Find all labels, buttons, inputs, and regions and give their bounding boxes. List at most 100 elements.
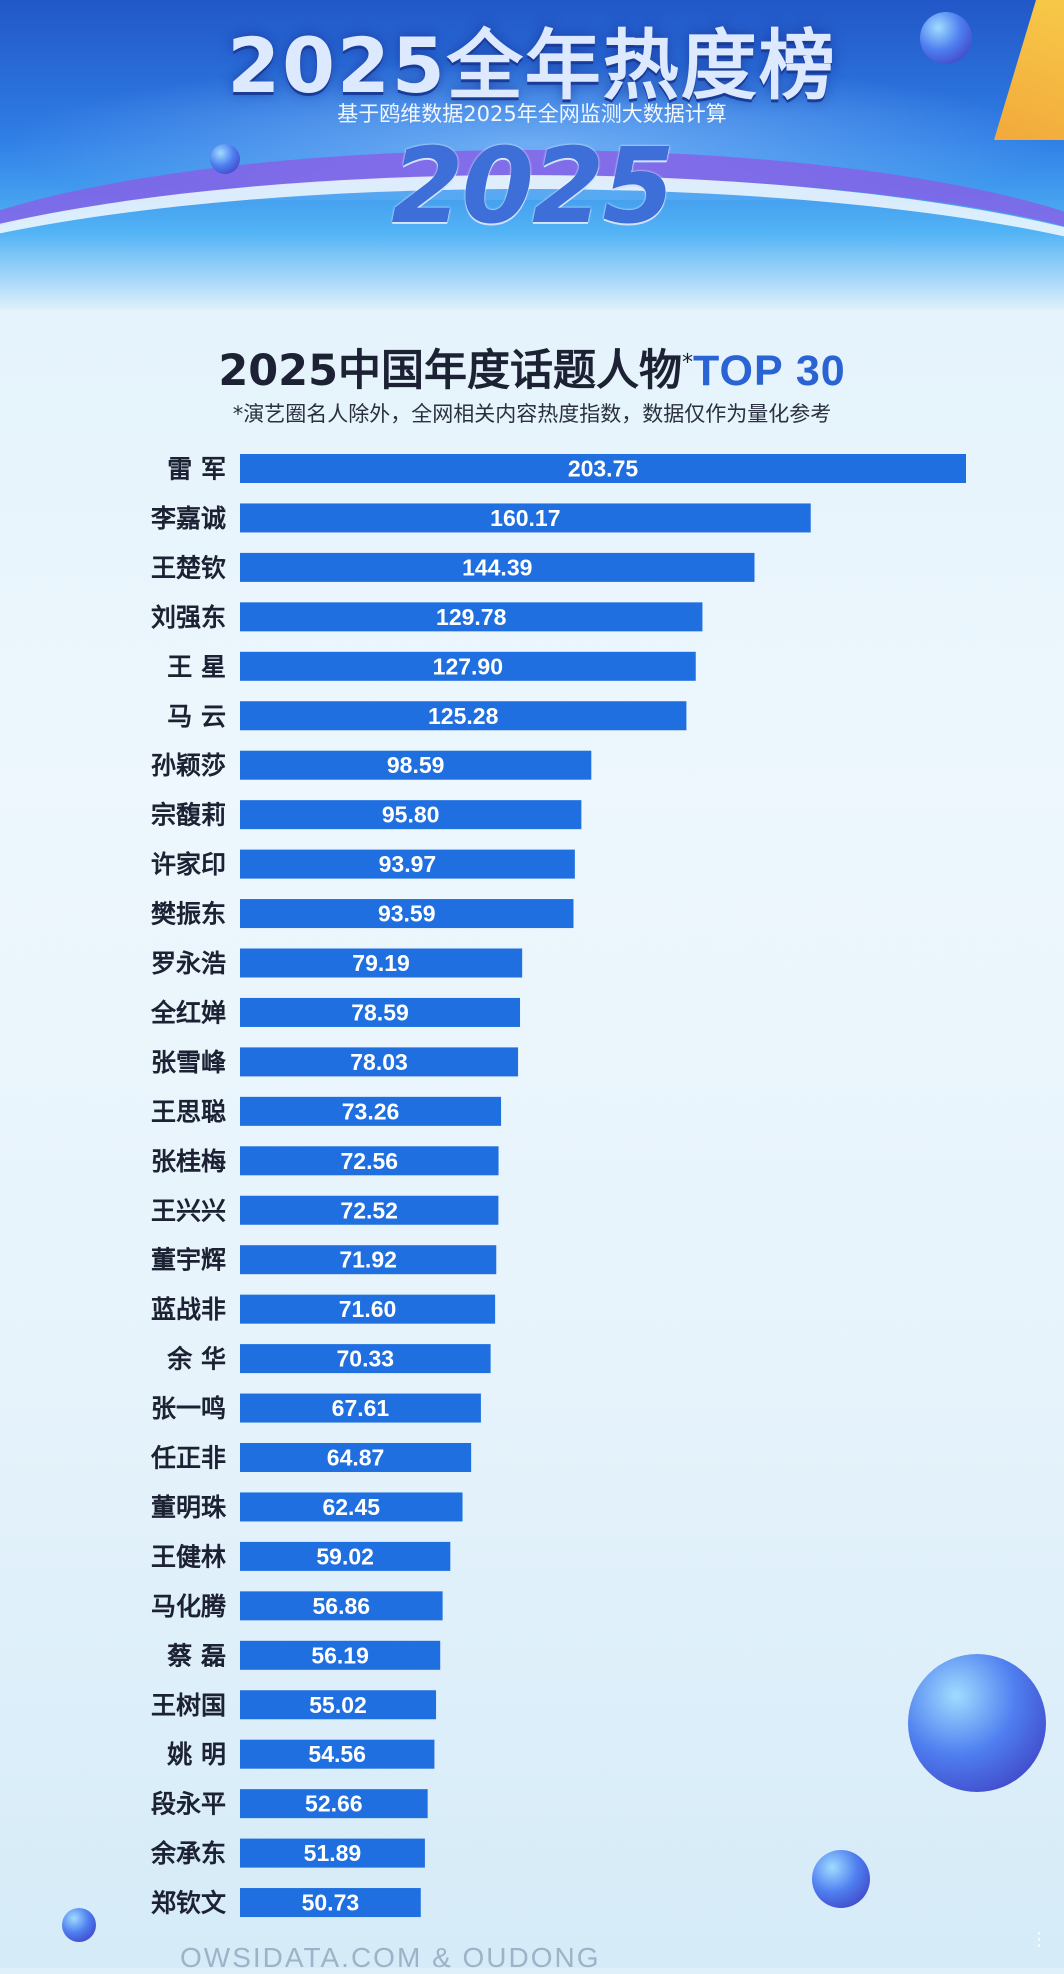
- value-label: 62.45: [322, 1494, 380, 1520]
- category-label: 孙颖莎: [151, 751, 226, 780]
- bar: [240, 1146, 499, 1176]
- bar: [240, 1690, 437, 1720]
- value-label: 203.75: [568, 456, 639, 482]
- bar: [240, 750, 592, 780]
- value-label: 56.19: [311, 1642, 369, 1668]
- value-label: 160.17: [490, 505, 560, 531]
- header-banner: 2025全年热度榜 基于鸥维数据2025年全网监测大数据计算 2025: [0, 0, 1064, 310]
- category-label: 樊振东: [151, 900, 226, 929]
- category-label: 张雪峰: [151, 1048, 226, 1077]
- category-label: 董宇辉: [151, 1246, 226, 1275]
- value-label: 98.59: [387, 752, 445, 778]
- bar: [240, 800, 582, 830]
- decor-orb-large: [908, 1654, 1046, 1792]
- decor-orb-small: [812, 1850, 870, 1908]
- category-label: 余 华: [166, 1345, 226, 1374]
- value-label: 72.56: [340, 1148, 398, 1174]
- category-label: 余承东: [150, 1839, 226, 1868]
- category-label: 王树国: [151, 1691, 226, 1720]
- footer-watermark: OWSIDATA.COM & OUDONG: [180, 1942, 601, 1973]
- bar: [240, 1344, 491, 1374]
- bar: [240, 1739, 435, 1769]
- chart-title-top: TOP 30: [693, 347, 846, 395]
- value-label: 64.87: [327, 1445, 385, 1471]
- chart-title: 2025中国年度话题人物*TOP 30: [0, 336, 1064, 398]
- category-label: 董明珠: [151, 1493, 227, 1522]
- bar: [240, 948, 523, 978]
- category-label: 段永平: [151, 1790, 226, 1819]
- decor-orb-tiny: [62, 1908, 96, 1942]
- value-label: 127.90: [433, 653, 503, 679]
- value-label: 67.61: [332, 1395, 390, 1421]
- value-label: 72.52: [340, 1197, 398, 1223]
- value-label: 125.28: [428, 703, 499, 729]
- value-label: 51.89: [304, 1840, 362, 1866]
- value-label: 52.66: [305, 1791, 363, 1817]
- category-label: 全红婵: [150, 998, 226, 1027]
- bar: [240, 1591, 443, 1621]
- chart-title-star: *: [682, 350, 694, 376]
- bar: [240, 1245, 497, 1275]
- value-label: 78.59: [351, 999, 409, 1025]
- category-label: 王兴兴: [151, 1196, 226, 1225]
- category-label: 宗馥莉: [151, 801, 226, 830]
- value-label: 144.39: [462, 554, 532, 580]
- value-label: 78.03: [350, 1049, 408, 1075]
- category-label: 王健林: [151, 1542, 226, 1571]
- bar: [240, 1294, 496, 1324]
- category-label: 王 星: [167, 652, 226, 681]
- category-label: 张桂梅: [151, 1147, 226, 1176]
- value-label: 71.92: [339, 1247, 397, 1273]
- bar: [240, 701, 687, 731]
- chart-title-main: 2025中国年度话题人物: [218, 346, 683, 396]
- category-label: 蔡 磊: [167, 1641, 226, 1670]
- value-label: 70.33: [337, 1346, 395, 1372]
- category-label: 许家印: [151, 850, 226, 879]
- value-label: 95.80: [382, 802, 440, 828]
- bar: [240, 1195, 499, 1225]
- bar: [240, 1888, 421, 1918]
- value-label: 54.56: [308, 1741, 366, 1767]
- category-label: 蓝战非: [151, 1295, 226, 1324]
- bar: [240, 1047, 519, 1077]
- value-label: 55.02: [309, 1692, 367, 1718]
- bar: [240, 1640, 441, 1670]
- bar: [240, 552, 755, 582]
- bar: [240, 503, 811, 533]
- chart-note: *演艺圈名人除外，全网相关内容热度指数，数据仅作为量化参考: [232, 402, 832, 426]
- category-label: 王楚钦: [151, 553, 226, 582]
- value-label: 50.73: [302, 1890, 360, 1916]
- bar: [240, 1492, 463, 1522]
- bar: [240, 899, 574, 929]
- category-label: 罗永浩: [151, 949, 226, 978]
- category-label: 刘强东: [151, 603, 226, 632]
- bar: [240, 1443, 472, 1472]
- category-label: 李嘉诚: [151, 504, 226, 533]
- category-label: 雷 军: [167, 455, 226, 484]
- bar: [240, 1393, 481, 1423]
- bar: [240, 651, 696, 681]
- bar: [240, 1096, 502, 1126]
- category-label: 任正非: [150, 1444, 226, 1473]
- bar: [240, 1541, 451, 1571]
- value-label: 56.86: [313, 1593, 371, 1619]
- bar: [240, 454, 966, 483]
- banner-title: 2025全年热度榜: [227, 21, 837, 110]
- value-label: 73.26: [342, 1098, 400, 1124]
- bar: [240, 602, 703, 632]
- value-label: 129.78: [436, 604, 507, 630]
- banner-orb-right: [920, 12, 972, 64]
- value-label: 71.60: [339, 1296, 397, 1322]
- banner-year: 2025: [391, 125, 674, 247]
- category-label: 张一鸣: [151, 1394, 226, 1423]
- bar: [240, 997, 521, 1027]
- category-label: 郑钦文: [151, 1889, 227, 1918]
- value-label: 79.19: [352, 950, 410, 976]
- category-label: 马化腾: [151, 1592, 227, 1621]
- comment-icon[interactable]: ⋮: [1030, 1929, 1048, 1950]
- bar: [240, 1838, 425, 1868]
- category-label: 王思聪: [151, 1097, 226, 1126]
- category-label: 姚 明: [166, 1740, 226, 1769]
- bar: [240, 1789, 428, 1819]
